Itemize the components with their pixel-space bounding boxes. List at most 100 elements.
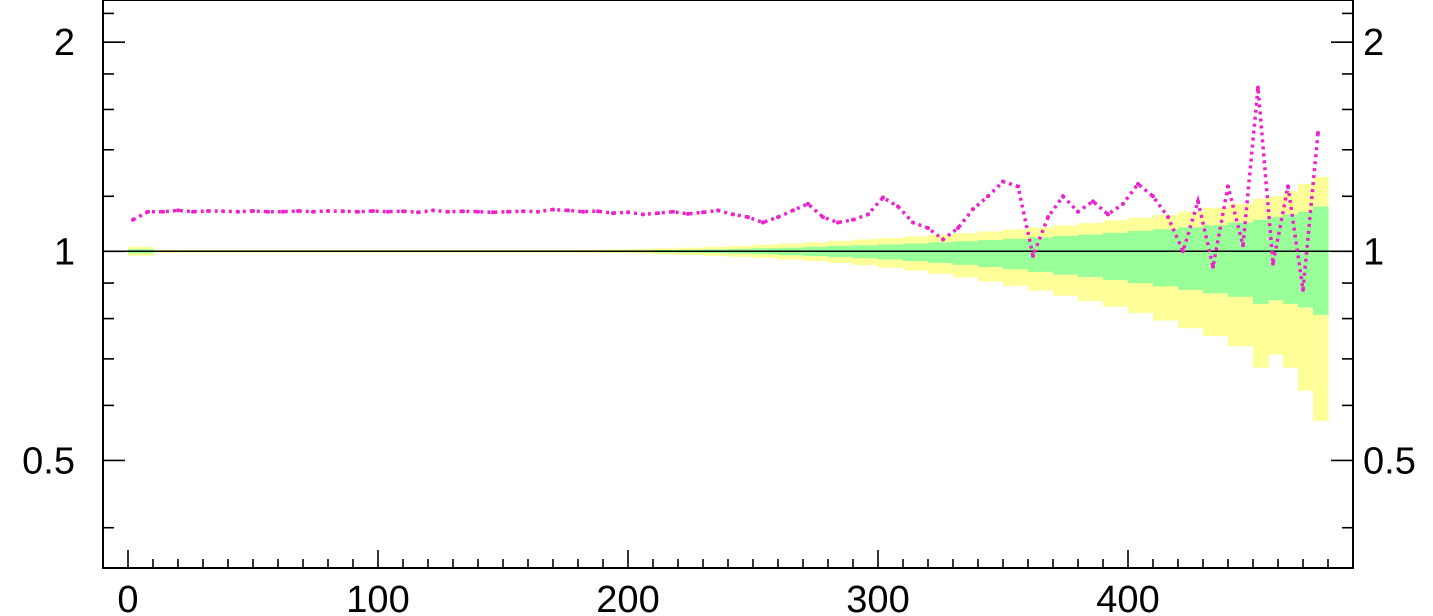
ratio-point <box>1196 199 1200 204</box>
ratio-point <box>911 220 915 225</box>
inner-band-bin <box>1053 235 1079 275</box>
axis-ticks <box>103 12 1354 568</box>
x-tick-label: 400 <box>1096 579 1159 616</box>
ratio-point <box>296 208 300 213</box>
inner-band-bin <box>1128 230 1154 284</box>
inner-band-bin <box>928 242 954 263</box>
ratio-point <box>551 207 555 212</box>
ratio-point <box>371 208 375 213</box>
y-tick-label-left: 1 <box>54 231 75 273</box>
inner-band-bin <box>1313 206 1329 315</box>
ratio-point <box>851 217 855 222</box>
tick-labels: 0 100 200 300 400 0.5 0.5 1 1 2 2 <box>22 22 1416 616</box>
ratio-point <box>1016 184 1020 189</box>
inner-band-bin <box>903 243 929 262</box>
ratio-point <box>971 207 975 212</box>
inner-band-bin <box>1228 222 1254 297</box>
ratio-point <box>431 208 435 213</box>
ratio-point <box>1241 243 1245 248</box>
ratio-series <box>131 85 1320 292</box>
y-tick-label-right: 0.5 <box>1363 440 1416 482</box>
ratio-point <box>206 208 210 213</box>
ratio-point <box>671 209 675 214</box>
ratio-point <box>1121 201 1125 206</box>
inner-band-bin <box>1178 227 1204 290</box>
ratio-point <box>221 209 225 214</box>
ratio-point <box>1256 85 1260 90</box>
ratio-point <box>1001 179 1005 184</box>
ratio-point <box>896 204 900 209</box>
ratio-point <box>266 209 270 214</box>
ratio-point <box>686 211 690 216</box>
ratio-point <box>401 209 405 214</box>
ratio-point <box>146 209 150 214</box>
inner-band-bin <box>1078 234 1104 278</box>
ratio-point <box>836 220 840 225</box>
ratio-point <box>566 208 570 213</box>
ratio-point <box>251 208 255 213</box>
ratio-point <box>866 212 870 217</box>
inner-band-bin <box>1103 232 1129 281</box>
y-tick-label-right: 2 <box>1363 22 1384 64</box>
ratio-point <box>1151 194 1155 199</box>
ratio-point <box>1076 209 1080 214</box>
ratio-point <box>161 209 165 214</box>
x-tick-label: 100 <box>346 579 409 616</box>
x-tick-label: 200 <box>596 579 659 616</box>
ratio-point <box>506 209 510 214</box>
ratio-point <box>641 212 645 217</box>
ratio-point <box>1106 212 1110 217</box>
ratio-point <box>746 215 750 220</box>
ratio-point <box>521 209 525 214</box>
ratio-point <box>1316 131 1320 136</box>
ratio-point <box>1091 199 1095 204</box>
ratio-point <box>356 209 360 214</box>
ratio-point <box>1031 253 1035 258</box>
ratio-point <box>731 212 735 217</box>
ratio-point <box>1271 261 1275 266</box>
ratio-point <box>1301 287 1305 292</box>
ratio-point <box>611 211 615 216</box>
ratio-point <box>1181 249 1185 254</box>
ratio-point <box>536 209 540 214</box>
ratio-point <box>446 209 450 214</box>
inner-band-bin <box>1003 238 1029 270</box>
inner-band-bin <box>1153 229 1179 287</box>
ratio-point <box>791 208 795 213</box>
ratio-point <box>761 220 765 225</box>
ratio-point <box>986 194 990 199</box>
ratio-point <box>1061 194 1065 199</box>
ratio-point <box>1226 184 1230 189</box>
ratio-point <box>956 226 960 231</box>
ratio-point <box>281 209 285 214</box>
ratio-point <box>821 215 825 220</box>
ratio-point <box>386 209 390 214</box>
ratio-point <box>311 209 315 214</box>
ratio-point <box>701 210 705 215</box>
ratio-point <box>461 209 465 214</box>
x-tick-label: 0 <box>117 579 138 616</box>
ratio-point <box>1136 181 1140 186</box>
ratio-point <box>191 209 195 214</box>
inner-band-bin <box>953 241 979 265</box>
ratio-point <box>341 209 345 214</box>
ratio-point <box>491 210 495 215</box>
ratio-point <box>596 209 600 214</box>
inner-band-bin <box>1283 214 1299 304</box>
inner-band-bin <box>978 240 1004 268</box>
ratio-point <box>941 237 945 242</box>
ratio-point <box>416 210 420 215</box>
ratio-point <box>1166 215 1170 220</box>
ratio-point <box>1046 215 1050 220</box>
y-tick-label-right: 1 <box>1363 231 1384 273</box>
ratio-point <box>326 208 330 213</box>
y-tick-label-left: 0.5 <box>22 440 75 482</box>
ratio-point <box>176 208 180 213</box>
inner-band-bin <box>1253 219 1269 304</box>
ratio-point <box>926 226 930 231</box>
ratio-point <box>776 215 780 220</box>
ratio-point <box>626 210 630 215</box>
ratio-point <box>1286 184 1290 189</box>
inner-band-bin <box>1268 217 1284 301</box>
